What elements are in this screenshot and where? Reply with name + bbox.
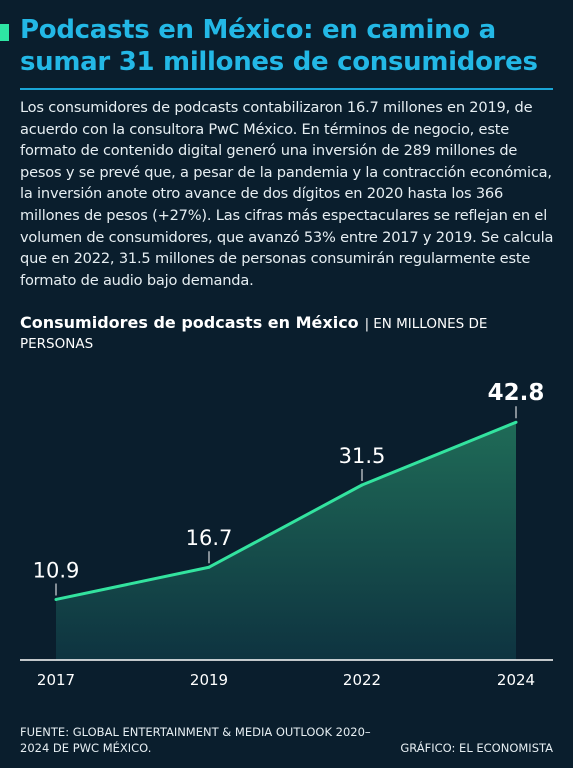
x-tick-label-2022: 2022 bbox=[343, 671, 381, 689]
area-chart: 10.9 2017 16.7 2019 31.5 2022 42.8 2024 bbox=[20, 380, 553, 689]
data-point-2017 bbox=[54, 597, 58, 601]
data-label-2022: 31.5 bbox=[339, 444, 386, 468]
chart-heading-separator: | bbox=[364, 316, 370, 332]
intro-paragraph: Los consumidores de podcasts contabiliza… bbox=[20, 99, 554, 289]
data-label-2019: 16.7 bbox=[186, 526, 233, 550]
data-point-2022 bbox=[360, 483, 364, 487]
x-tick-label-2019: 2019 bbox=[190, 671, 228, 689]
series-area bbox=[56, 422, 516, 660]
graphic-credit: GRÁFICO: EL ECONOMISTA bbox=[400, 741, 553, 755]
series-line bbox=[55, 420, 517, 601]
data-label-2024: 42.8 bbox=[488, 380, 545, 406]
page-title: Podcasts en México: en camino a sumar 31… bbox=[20, 15, 538, 77]
data-point-2024 bbox=[514, 420, 518, 424]
title-divider bbox=[20, 88, 553, 90]
x-tick-label-2024: 2024 bbox=[497, 671, 535, 689]
title-accent-bar bbox=[0, 24, 9, 41]
chart-unit-label: EN MILLONES DE PERSONAS bbox=[20, 316, 488, 352]
data-label-2017: 10.9 bbox=[33, 558, 80, 582]
chart-heading: Consumidores de podcasts en México | EN MI… bbox=[20, 313, 555, 354]
data-point-2019 bbox=[207, 565, 211, 569]
source-note: FUENTE: GLOBAL ENTERTAINMENT & MEDIA OUT… bbox=[20, 725, 371, 755]
x-tick-label-2017: 2017 bbox=[37, 671, 75, 689]
chart-title: Consumidores de podcasts en México bbox=[20, 313, 359, 332]
